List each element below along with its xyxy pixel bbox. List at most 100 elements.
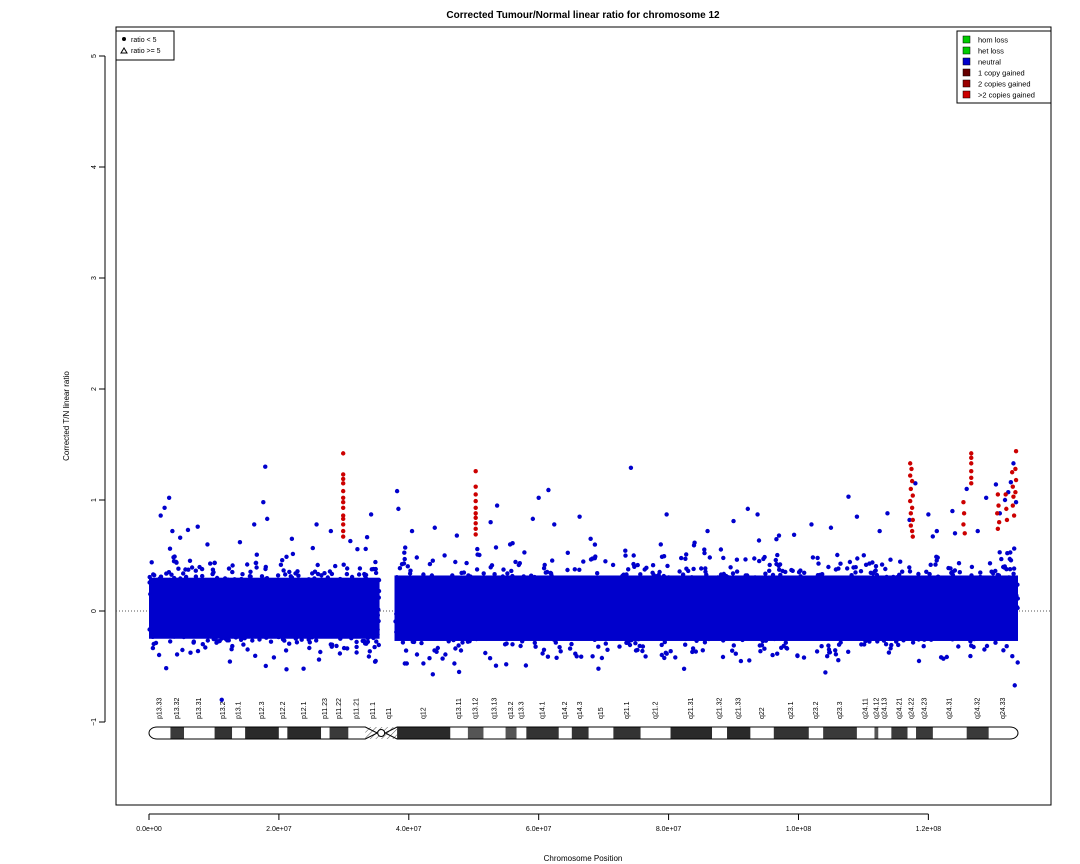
- neutral-point: [364, 535, 370, 540]
- neutral-point: [187, 558, 193, 563]
- gained-point: [340, 488, 346, 494]
- neutral-outlier-point: [846, 494, 851, 499]
- neutral-point: [282, 638, 287, 643]
- y-tick-label: 1: [91, 498, 98, 502]
- neutral-point: [166, 570, 172, 575]
- gained-point: [909, 528, 915, 534]
- neutral-point: [1011, 566, 1017, 571]
- neutral-point: [188, 650, 193, 655]
- neutral-point: [916, 571, 921, 577]
- neutral-point: [623, 553, 628, 558]
- neutral-point: [240, 572, 245, 577]
- neutral-point: [284, 667, 289, 672]
- neutral-point: [483, 650, 488, 656]
- neutral-point: [870, 571, 876, 576]
- neutral-outlier-point: [219, 697, 224, 702]
- gained-point: [961, 511, 967, 516]
- neutral-point: [475, 552, 480, 557]
- ideogram-band: [878, 727, 892, 739]
- neutral-core-q-arm: [394, 575, 1019, 641]
- neutral-point: [354, 639, 359, 645]
- neutral-point: [414, 652, 420, 657]
- neutral-outlier-point: [1011, 461, 1016, 466]
- y-tick-label: 3: [91, 276, 98, 280]
- neutral-point: [927, 571, 932, 577]
- x-axis-label: Chromosome Position: [544, 854, 623, 863]
- neutral-outlier-point: [950, 508, 955, 514]
- neutral-point: [171, 555, 176, 560]
- gained-point: [961, 522, 966, 527]
- neutral-point: [971, 644, 976, 650]
- neutral-point: [659, 642, 664, 648]
- gained-point: [340, 472, 346, 477]
- neutral-point: [982, 647, 987, 652]
- neutral-point: [833, 652, 839, 657]
- legend-label: het loss: [978, 47, 1004, 56]
- neutral-point: [435, 645, 440, 651]
- ideogram-band: [750, 727, 774, 739]
- ideogram-band-label: q21.2: [652, 701, 659, 719]
- neutral-outlier-point: [177, 535, 183, 540]
- neutral-point: [861, 553, 866, 558]
- ideogram-band-label: p13.33: [157, 697, 164, 719]
- neutral-point: [337, 651, 343, 656]
- neutral-outlier-point: [314, 522, 319, 527]
- neutral-point: [603, 641, 608, 646]
- neutral-point: [846, 649, 851, 654]
- neutral-point: [516, 562, 521, 568]
- ideogram-band-label: q11: [386, 708, 393, 719]
- neutral-point: [195, 648, 201, 654]
- neutral-point: [397, 566, 403, 571]
- gained-point: [1009, 470, 1015, 475]
- ideogram-band: [907, 727, 917, 739]
- neutral-point: [168, 639, 173, 644]
- neutral-point: [315, 571, 321, 577]
- x-tick-label: 4.0e+07: [396, 826, 422, 833]
- neutral-point: [493, 545, 499, 550]
- legend-label: hom loss: [978, 36, 1008, 45]
- neutral-point: [1015, 660, 1020, 665]
- neutral-point: [164, 666, 169, 671]
- neutral-point: [558, 649, 563, 654]
- gained-point: [340, 476, 346, 482]
- neutral-point: [533, 644, 538, 649]
- neutral-point: [210, 567, 216, 572]
- x-tick-label: 0.0e+00: [136, 826, 162, 833]
- neutral-point: [208, 561, 213, 566]
- ideogram-band: [613, 727, 641, 739]
- neutral-point: [319, 573, 324, 578]
- gained-point: [907, 498, 913, 504]
- neutral-point: [518, 643, 523, 649]
- neutral-point: [403, 545, 408, 550]
- neutral-point: [189, 565, 195, 570]
- neutral-outlier-point: [205, 542, 210, 547]
- gained-point: [340, 505, 346, 510]
- neutral-point: [271, 655, 277, 660]
- x-tick-label: 1.0e+08: [786, 826, 812, 833]
- neutral-point: [1008, 550, 1013, 555]
- ideogram-band-label: q24.22: [909, 697, 916, 719]
- neutral-point: [357, 566, 363, 571]
- ideogram-band: [397, 727, 451, 739]
- neutral-point: [245, 562, 250, 567]
- neutral-point: [569, 641, 574, 647]
- neutral-outlier-point: [877, 528, 882, 534]
- neutral-outlier-point: [263, 464, 268, 469]
- legend-label: 1 copy gained: [978, 69, 1025, 78]
- plot-frame: [115, 26, 1052, 806]
- y-axis: −1 0 1 2 3 4 5: [91, 54, 106, 726]
- neutral-point: [322, 571, 327, 576]
- neutral-outlier-point: [993, 482, 999, 487]
- neutral-point: [657, 569, 662, 575]
- neutral-point: [691, 566, 696, 572]
- neutral-point: [254, 565, 259, 570]
- neutral-point: [193, 574, 199, 579]
- legend-swatch: [962, 90, 971, 99]
- neutral-point: [1007, 567, 1013, 572]
- neutral-point: [565, 550, 570, 555]
- neutral-point: [592, 542, 598, 547]
- neutral-point: [1012, 546, 1017, 551]
- neutral-point: [934, 558, 939, 563]
- gained-point: [473, 505, 478, 510]
- point-legend-label: ratio >= 5: [131, 48, 161, 55]
